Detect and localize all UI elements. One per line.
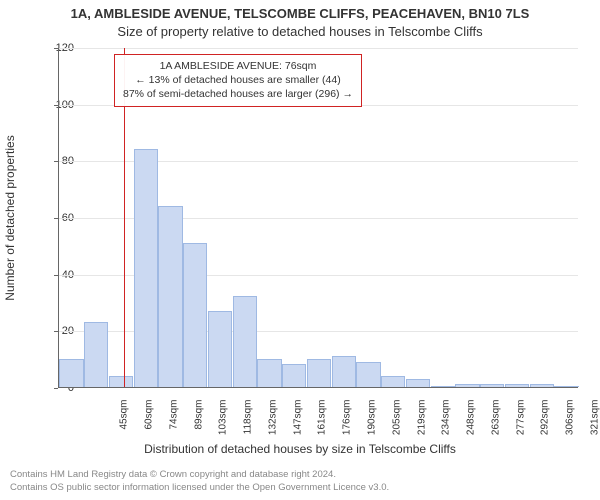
histogram-bar (480, 384, 504, 387)
x-axis-label: Distribution of detached houses by size … (0, 442, 600, 456)
histogram-bar (406, 379, 430, 388)
footer-line-2: Contains OS public sector information li… (10, 482, 389, 494)
histogram-bar (183, 243, 207, 388)
histogram-bar (233, 296, 257, 387)
histogram-bar (84, 322, 108, 387)
annotation-line: 87% of semi-detached houses are larger (… (123, 87, 353, 101)
y-axis-label: Number of detached properties (3, 135, 17, 300)
histogram-bar (381, 376, 405, 387)
histogram-bar (455, 384, 479, 387)
histogram-bar (505, 384, 529, 387)
histogram-bar (134, 149, 158, 387)
chart-title-sub: Size of property relative to detached ho… (0, 24, 600, 39)
histogram-bar (356, 362, 380, 388)
histogram-bar (554, 386, 578, 387)
histogram-bar (158, 206, 182, 387)
plot-area: 1A AMBLESIDE AVENUE: 76sqm← 13% of detac… (58, 48, 578, 388)
histogram-bar (307, 359, 331, 387)
histogram-bar (257, 359, 281, 387)
annotation-line: ← 13% of detached houses are smaller (44… (123, 73, 353, 87)
histogram-bar (530, 384, 554, 387)
chart-title-main: 1A, AMBLESIDE AVENUE, TELSCOMBE CLIFFS, … (0, 6, 600, 21)
property-size-chart: 1A, AMBLESIDE AVENUE, TELSCOMBE CLIFFS, … (0, 0, 600, 500)
footer-line-1: Contains HM Land Registry data © Crown c… (10, 469, 389, 481)
histogram-bar (431, 386, 455, 387)
histogram-bar (208, 311, 232, 388)
annotation-box: 1A AMBLESIDE AVENUE: 76sqm← 13% of detac… (114, 54, 362, 107)
annotation-line: 1A AMBLESIDE AVENUE: 76sqm (123, 59, 353, 73)
histogram-bar (59, 359, 83, 387)
histogram-bar (109, 376, 133, 387)
histogram-bar (282, 364, 306, 387)
y-tick-mark (54, 388, 58, 389)
histogram-bar (332, 356, 356, 387)
chart-footer: Contains HM Land Registry data © Crown c… (10, 469, 389, 494)
